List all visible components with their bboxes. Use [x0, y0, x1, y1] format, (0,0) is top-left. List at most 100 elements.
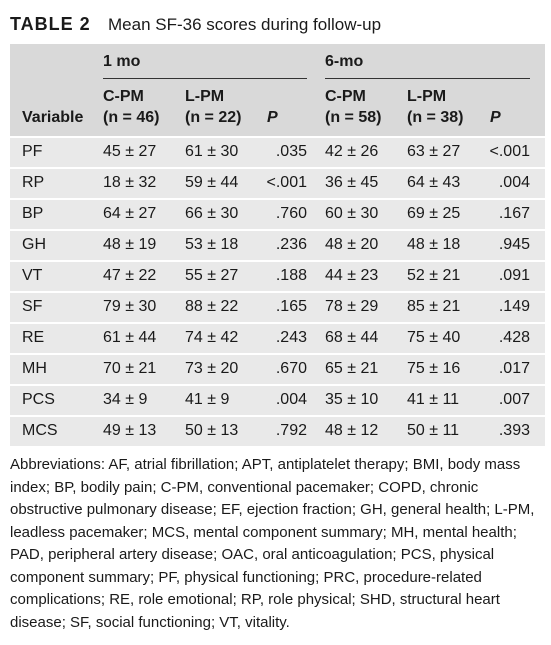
group-rule — [325, 78, 530, 79]
table-cell: 48 ± 20 — [325, 236, 379, 253]
table-cell: 73 ± 20 — [185, 360, 239, 377]
p-value: <.001 — [266, 174, 307, 191]
table-cell: 65 ± 21 — [325, 360, 379, 377]
row-background — [10, 231, 545, 260]
p-value: .945 — [498, 236, 530, 253]
table-cell: 61 ± 30 — [185, 143, 239, 160]
table-cell: 18 ± 32 — [103, 174, 157, 191]
table-cell: 61 ± 44 — [103, 329, 157, 346]
table-cell: 60 ± 30 — [325, 205, 379, 222]
p-value: .004 — [275, 391, 307, 408]
row-label: PCS — [22, 391, 55, 408]
p-value: .188 — [275, 267, 307, 284]
table-cell: 53 ± 18 — [185, 236, 239, 253]
column-header: L-PM — [407, 88, 447, 105]
p-value: .792 — [275, 422, 307, 439]
p-value: .017 — [498, 360, 530, 377]
column-header: C-PM — [103, 88, 144, 105]
table-cell: 64 ± 43 — [407, 174, 461, 191]
row-label: SF — [22, 298, 43, 315]
row-background — [10, 262, 545, 291]
row-background — [10, 417, 545, 446]
group-header: 6-mo — [325, 53, 364, 70]
table-cell: 36 ± 45 — [325, 174, 379, 191]
group-header: 1 mo — [103, 53, 141, 70]
table-cell: 44 ± 23 — [325, 267, 379, 284]
table-label: TABLE 2 — [10, 14, 91, 34]
row-label: PF — [22, 143, 43, 160]
table-cell: 79 ± 30 — [103, 298, 157, 315]
table-cell: 69 ± 25 — [407, 205, 461, 222]
table-cell: 64 ± 27 — [103, 205, 157, 222]
column-subheader: (n = 38) — [407, 109, 464, 126]
table-cell: 55 ± 27 — [185, 267, 239, 284]
row-label: GH — [22, 236, 46, 253]
p-value: .007 — [498, 391, 530, 408]
p-value: .236 — [275, 236, 307, 253]
column-subheader: (n = 58) — [325, 109, 382, 126]
table-cell: 42 ± 26 — [325, 143, 379, 160]
table-cell: 50 ± 11 — [407, 422, 460, 439]
table-cell: 74 ± 42 — [185, 329, 239, 346]
table-cell: 34 ± 9 — [103, 391, 148, 408]
table-cell: 52 ± 21 — [407, 267, 461, 284]
row-label: VT — [22, 267, 43, 284]
table-cell: 75 ± 16 — [407, 360, 461, 377]
table-cell: 59 ± 44 — [185, 174, 239, 191]
column-header: Variable — [22, 109, 84, 126]
table-cell: 48 ± 19 — [103, 236, 157, 253]
row-background — [10, 293, 545, 322]
column-header: P — [267, 109, 278, 126]
table-cell: 75 ± 40 — [407, 329, 461, 346]
column-header: C-PM — [325, 88, 366, 105]
table-cell: 47 ± 22 — [103, 267, 157, 284]
table-cell: 78 ± 29 — [325, 298, 379, 315]
table-cell: 41 ± 11 — [407, 391, 460, 408]
p-value: .035 — [275, 143, 307, 160]
p-value: .760 — [275, 205, 307, 222]
p-value: .167 — [498, 205, 530, 222]
p-value: <.001 — [489, 143, 530, 160]
row-background — [10, 138, 545, 167]
p-value: .149 — [498, 298, 530, 315]
p-value: .165 — [275, 298, 307, 315]
table-cell: 35 ± 10 — [325, 391, 379, 408]
table-cell: 50 ± 13 — [185, 422, 239, 439]
row-background — [10, 200, 545, 229]
row-label: RP — [22, 174, 45, 191]
column-subheader: (n = 46) — [103, 109, 160, 126]
header-background — [10, 44, 545, 136]
column-subheader: (n = 22) — [185, 109, 242, 126]
table-cell: 70 ± 21 — [103, 360, 157, 377]
p-value: .243 — [275, 329, 307, 346]
p-value: .393 — [498, 422, 530, 439]
table-cell: 45 ± 27 — [103, 143, 157, 160]
p-value: .091 — [498, 267, 530, 284]
row-label: RE — [22, 329, 45, 346]
row-label: BP — [22, 205, 44, 222]
table-cell: 88 ± 22 — [185, 298, 239, 315]
p-value: .670 — [275, 360, 307, 377]
table-cell: 49 ± 13 — [103, 422, 157, 439]
row-background — [10, 169, 545, 198]
row-background — [10, 324, 545, 353]
p-value: .004 — [498, 174, 530, 191]
row-background — [10, 355, 545, 384]
table-cell: 48 ± 18 — [407, 236, 461, 253]
table-cell: 41 ± 9 — [185, 391, 230, 408]
footnote: Abbreviations: AF, atrial fibrillation; … — [10, 456, 535, 631]
table-cell: 68 ± 44 — [325, 329, 379, 346]
row-background — [10, 386, 545, 415]
column-header: L-PM — [185, 88, 225, 105]
table-cell: 66 ± 30 — [185, 205, 239, 222]
row-label: MCS — [22, 422, 58, 439]
column-header: P — [490, 109, 501, 126]
table-cell: 63 ± 27 — [407, 143, 461, 160]
p-value: .428 — [498, 329, 530, 346]
table-title: Mean SF-36 scores during follow-up — [108, 15, 382, 34]
row-label: MH — [22, 360, 47, 377]
table-cell: 85 ± 21 — [407, 298, 461, 315]
group-rule — [103, 78, 307, 79]
table-cell: 48 ± 12 — [325, 422, 379, 439]
